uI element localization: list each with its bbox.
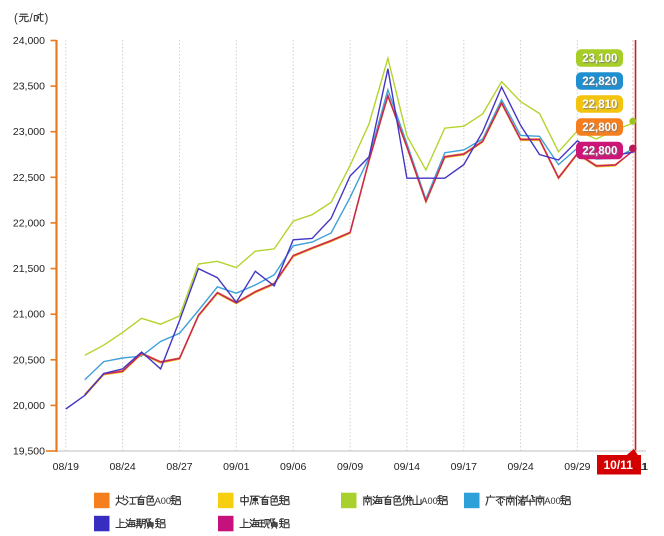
svg-text:09/06: 09/06 (280, 461, 306, 473)
svg-text:23,100: 23,100 (582, 53, 617, 65)
svg-text:): ) (45, 13, 49, 25)
svg-text:08/19: 08/19 (53, 461, 79, 473)
svg-text:22,810: 22,810 (582, 99, 617, 111)
svg-text:22,800: 22,800 (582, 122, 617, 134)
svg-text:23,500: 23,500 (13, 81, 45, 93)
svg-text:22,820: 22,820 (582, 76, 617, 88)
svg-text:/: / (30, 13, 34, 25)
svg-text:24,000: 24,000 (13, 35, 45, 47)
svg-text:A00: A00 (155, 496, 171, 506)
svg-text:21,500: 21,500 (13, 263, 45, 275)
svg-text:09/09: 09/09 (337, 461, 363, 473)
svg-text:20,000: 20,000 (13, 400, 45, 412)
svg-text:22,000: 22,000 (13, 217, 45, 229)
svg-text:09/14: 09/14 (394, 461, 420, 473)
svg-text:22,800: 22,800 (582, 146, 617, 158)
svg-text:08/27: 08/27 (166, 461, 192, 473)
svg-text:09/17: 09/17 (451, 461, 477, 473)
svg-text:23,000: 23,000 (13, 126, 45, 138)
svg-text:A00: A00 (421, 496, 437, 506)
svg-text:21,000: 21,000 (13, 309, 45, 321)
svg-text:10/11: 10/11 (604, 458, 634, 472)
svg-text:09/01: 09/01 (223, 461, 249, 473)
svg-text:(: ( (14, 13, 18, 25)
svg-text:09/29: 09/29 (564, 461, 590, 473)
svg-text:20,500: 20,500 (13, 354, 45, 366)
svg-text:19,500: 19,500 (13, 446, 45, 458)
svg-text:08/24: 08/24 (109, 461, 135, 473)
svg-text:09/24: 09/24 (507, 461, 533, 473)
svg-text:22,500: 22,500 (13, 172, 45, 184)
svg-text:A00: A00 (544, 496, 560, 506)
